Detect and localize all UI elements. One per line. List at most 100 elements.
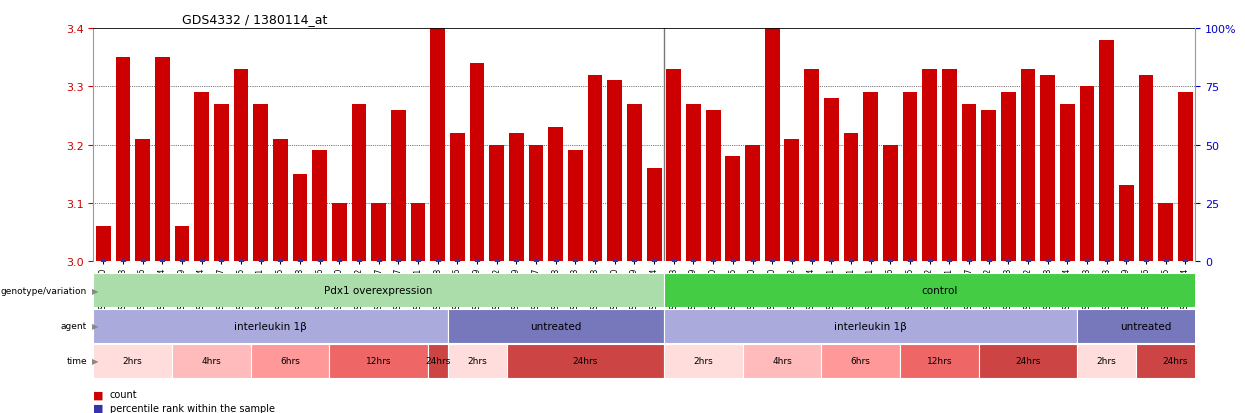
Point — [1175, 258, 1195, 265]
Point — [840, 258, 860, 265]
Bar — [174, 227, 189, 261]
Bar — [172, 344, 250, 378]
Bar — [568, 151, 583, 261]
Point — [998, 258, 1018, 265]
Point — [1117, 258, 1137, 265]
Bar — [706, 110, 721, 261]
Point — [1135, 258, 1155, 265]
Text: 12hrs: 12hrs — [926, 356, 952, 366]
Point — [369, 258, 388, 265]
Text: ▶: ▶ — [92, 286, 98, 295]
Bar — [844, 133, 858, 261]
Point — [742, 258, 762, 265]
Text: 6hrs: 6hrs — [850, 356, 870, 366]
Bar — [1041, 76, 1055, 261]
Point — [545, 258, 565, 265]
Bar — [627, 104, 642, 261]
Bar — [1079, 87, 1094, 261]
Bar — [588, 76, 603, 261]
Bar — [214, 104, 229, 261]
Point — [93, 258, 113, 265]
Bar — [136, 139, 149, 261]
Text: interleukin 1β: interleukin 1β — [834, 321, 906, 331]
Point — [959, 258, 979, 265]
Text: 24hrs: 24hrs — [573, 356, 598, 366]
Point — [330, 258, 350, 265]
Point — [625, 258, 645, 265]
Text: agent: agent — [61, 321, 87, 330]
Bar — [664, 309, 1077, 343]
Bar — [1099, 40, 1114, 261]
Bar — [507, 344, 664, 378]
Bar — [1021, 70, 1036, 261]
Bar — [981, 110, 996, 261]
Point — [290, 258, 310, 265]
Point — [232, 258, 251, 265]
Bar — [293, 174, 308, 261]
Point — [703, 258, 723, 265]
Bar — [784, 139, 799, 261]
Point — [644, 258, 664, 265]
Point — [487, 258, 507, 265]
Text: 2hrs: 2hrs — [467, 356, 487, 366]
Point — [1155, 258, 1175, 265]
Point — [467, 258, 487, 265]
Bar — [391, 110, 406, 261]
Point — [428, 258, 448, 265]
Bar — [942, 70, 956, 261]
Point — [860, 258, 880, 265]
Text: ▶: ▶ — [92, 356, 98, 366]
Text: untreated: untreated — [1120, 321, 1172, 331]
Text: GDS4332 / 1380114_at: GDS4332 / 1380114_at — [182, 13, 327, 26]
Bar — [529, 145, 544, 261]
Point — [527, 258, 547, 265]
Bar — [253, 104, 268, 261]
Bar — [411, 203, 426, 261]
Point — [447, 258, 467, 265]
Bar — [194, 93, 209, 261]
Point — [684, 258, 703, 265]
Point — [507, 258, 527, 265]
Bar — [1059, 104, 1074, 261]
Bar — [312, 151, 327, 261]
Point — [1077, 258, 1097, 265]
Bar — [1119, 186, 1134, 261]
Bar — [745, 145, 759, 261]
Bar — [250, 344, 330, 378]
Bar — [1001, 93, 1016, 261]
Bar — [608, 81, 622, 261]
Text: time: time — [66, 356, 87, 366]
Point — [250, 258, 270, 265]
Bar — [1077, 309, 1215, 343]
Bar — [804, 70, 819, 261]
Bar — [900, 344, 979, 378]
Bar — [431, 29, 444, 261]
Point — [900, 258, 920, 265]
Point — [1018, 258, 1038, 265]
Bar — [883, 145, 898, 261]
Point — [880, 258, 900, 265]
Text: count: count — [110, 389, 137, 399]
Bar — [666, 70, 681, 261]
Bar — [664, 344, 743, 378]
Point — [585, 258, 605, 265]
Bar — [863, 93, 878, 261]
Text: control: control — [921, 286, 957, 296]
Point — [822, 258, 842, 265]
Point — [133, 258, 153, 265]
Text: interleukin 1β: interleukin 1β — [234, 321, 306, 331]
Point — [310, 258, 330, 265]
Bar — [93, 274, 664, 308]
Bar — [1158, 203, 1173, 261]
Bar — [509, 133, 524, 261]
Bar — [449, 133, 464, 261]
Point — [723, 258, 743, 265]
Point — [664, 258, 684, 265]
Point — [152, 258, 172, 265]
Point — [388, 258, 408, 265]
Text: Pdx1 overexpression: Pdx1 overexpression — [325, 286, 433, 296]
Bar — [273, 139, 288, 261]
Bar — [646, 169, 661, 261]
Point — [212, 258, 232, 265]
Bar — [447, 344, 507, 378]
